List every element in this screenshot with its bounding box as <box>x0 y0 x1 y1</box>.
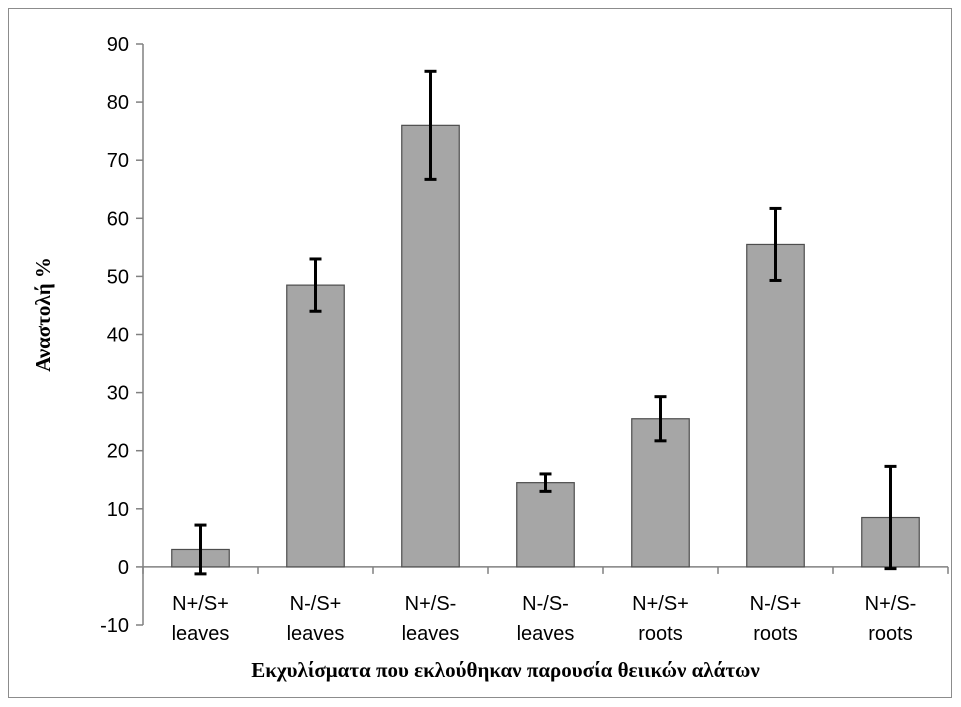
bar <box>401 124 460 568</box>
x-axis-category-labels: N+/S+ leaves N-/S+ leaves N+/S-leaves N-/S-le… <box>172 593 917 645</box>
x-category-label: roots <box>868 623 912 645</box>
y-tick-label: 40 <box>107 325 129 347</box>
x-category-label: N-/S+ <box>750 593 802 615</box>
y-axis-title: Αναστολή % <box>31 257 55 372</box>
y-tick-label: 0 <box>118 557 129 579</box>
bars <box>171 124 920 568</box>
y-tick-label: 90 <box>107 34 129 56</box>
error-bars <box>194 69 897 576</box>
x-category-label: leaves <box>402 623 460 645</box>
y-tick-label: 30 <box>107 383 129 405</box>
y-tick-label: 50 <box>107 266 129 288</box>
y-tick-label: 60 <box>107 208 129 230</box>
y-tick-label: 80 <box>107 92 129 114</box>
x-category-label: N+/S- <box>405 593 457 615</box>
x-category-label: leaves <box>287 623 345 645</box>
x-category-label: roots <box>638 623 682 645</box>
x-category-label: N-/S- <box>522 593 569 615</box>
bar <box>516 482 575 568</box>
x-category-label: N+/S+ <box>632 593 689 615</box>
y-axis-ticks: -10 0 10 20 30 40 50 60 70 80 90 <box>100 34 949 637</box>
x-category-label: leaves <box>517 623 575 645</box>
bar <box>286 284 345 568</box>
x-axis-title: Εκχυλίσματα που εκλούθηκαν παρουσία θειι… <box>251 658 760 682</box>
y-tick-label: -10 <box>100 615 129 637</box>
bar <box>746 243 805 568</box>
x-category-label: N-/S+ <box>290 593 342 615</box>
y-tick-label: 20 <box>107 441 129 463</box>
y-tick-label: 70 <box>107 150 129 172</box>
x-category-label: leaves <box>172 623 230 645</box>
bar <box>631 418 690 568</box>
x-category-label: N+/S+ <box>172 593 229 615</box>
x-category-label: roots <box>753 623 797 645</box>
x-category-label: N+/S- <box>865 593 917 615</box>
y-tick-label: 10 <box>107 499 129 521</box>
